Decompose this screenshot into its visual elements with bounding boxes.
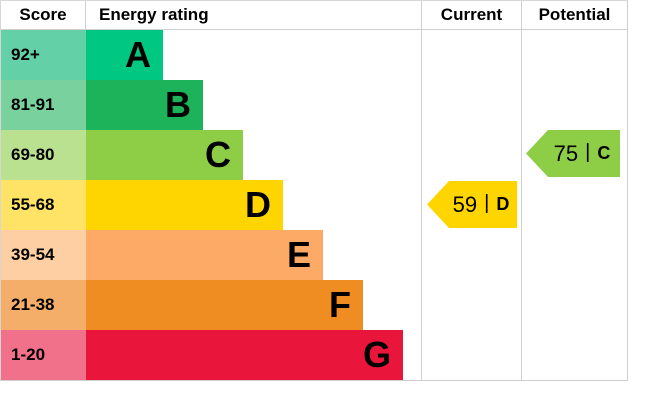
- band-bar-f: F: [86, 280, 363, 330]
- band-bar-d: D: [86, 180, 283, 230]
- band-bar-zone: D: [86, 180, 422, 230]
- band-letter: E: [286, 234, 311, 275]
- band-bar-c: C: [86, 130, 243, 180]
- current-column-cell: [422, 130, 522, 180]
- current-column-cell: [422, 80, 522, 130]
- potential-column-cell: [522, 230, 628, 280]
- band-bar-a: A: [86, 30, 163, 80]
- band-row-g: 1-20 G: [1, 330, 628, 380]
- band-row-c: 69-80 C: [1, 130, 628, 180]
- band-bar-e: E: [86, 230, 323, 280]
- band-bar-zone: B: [86, 80, 422, 130]
- band-bar-zone: A: [86, 30, 422, 80]
- potential-divider: |: [585, 141, 591, 163]
- band-row-f: 21-38 F: [1, 280, 628, 330]
- band-row-b: 81-91 B: [1, 80, 628, 130]
- current-band-letter: D: [496, 194, 510, 214]
- table-header-row: Score Energy rating Current Potential: [1, 1, 628, 30]
- band-score-range: 1-20: [1, 330, 86, 380]
- band-score-range: 39-54: [1, 230, 86, 280]
- potential-rating-arrow: 75 | C: [526, 130, 620, 177]
- band-score-range: 21-38: [1, 280, 86, 330]
- potential-column-cell: [522, 180, 628, 230]
- band-letter: G: [362, 334, 391, 375]
- band-row-d: 55-68 D: [1, 180, 628, 230]
- header-score: Score: [1, 1, 86, 29]
- band-letter: B: [165, 84, 191, 125]
- band-letter: C: [205, 134, 231, 175]
- potential-band-letter: C: [597, 143, 611, 163]
- band-letter: A: [125, 34, 151, 75]
- current-score-value: 59: [452, 191, 478, 217]
- header-potential: Potential: [522, 1, 628, 29]
- current-column-cell: [422, 30, 522, 80]
- current-column-cell: [422, 280, 522, 330]
- band-bar-zone: E: [86, 230, 422, 280]
- header-current: Current: [422, 1, 522, 29]
- band-letter: F: [329, 284, 351, 325]
- band-score-range: 55-68: [1, 180, 86, 230]
- current-column-cell: [422, 230, 522, 280]
- band-bar-g: G: [86, 330, 403, 380]
- band-bar-b: B: [86, 80, 203, 130]
- band-bar-zone: F: [86, 280, 422, 330]
- potential-column-cell: [522, 330, 628, 380]
- potential-column-cell: [522, 280, 628, 330]
- header-energy-rating: Energy rating: [86, 1, 422, 29]
- potential-column-cell: [522, 80, 628, 130]
- band-score-range: 81-91: [1, 80, 86, 130]
- band-score-range: 69-80: [1, 130, 86, 180]
- potential-column-cell: [522, 30, 628, 80]
- band-row-e: 39-54 E: [1, 230, 628, 280]
- band-bar-zone: G: [86, 330, 422, 380]
- potential-column-cell: [522, 130, 628, 180]
- band-score-range: 92+: [1, 30, 86, 80]
- epc-table: Score Energy rating Current Potential 92…: [0, 0, 628, 381]
- current-column-cell: [422, 180, 522, 230]
- current-column-cell: [422, 330, 522, 380]
- band-bar-zone: C: [86, 130, 422, 180]
- potential-score-value: 75: [553, 140, 579, 166]
- current-divider: |: [484, 192, 490, 214]
- current-rating-arrow: 59 | D: [427, 181, 517, 228]
- band-row-a: 92+ A: [1, 30, 628, 80]
- band-letter: D: [245, 184, 271, 225]
